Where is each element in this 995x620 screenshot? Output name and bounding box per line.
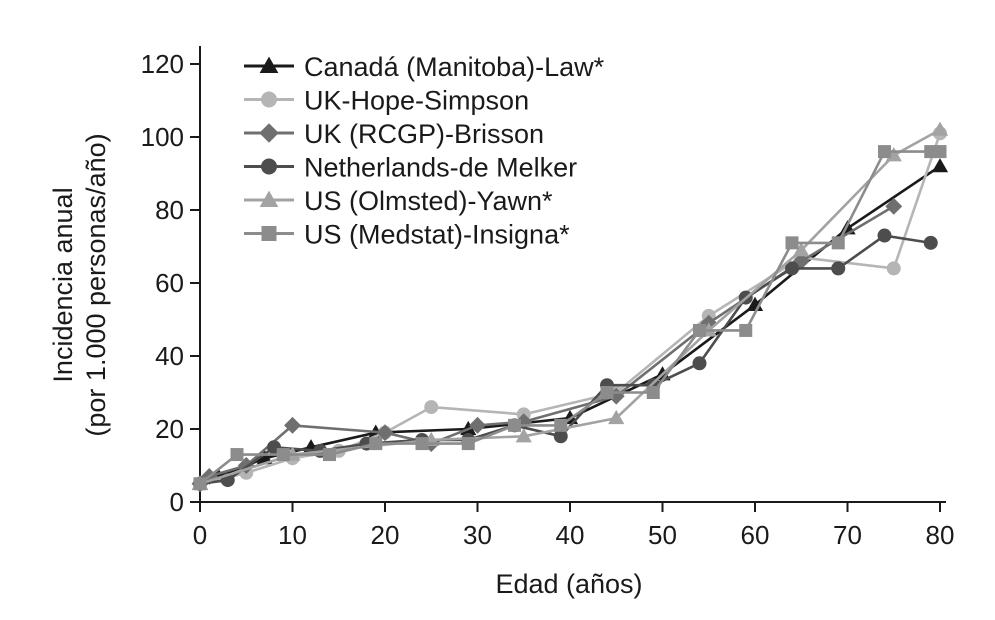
y-tick-label: 20 — [155, 414, 184, 444]
data-point — [193, 477, 207, 491]
data-point — [608, 409, 625, 425]
data-point — [276, 448, 290, 462]
legend-label: Canadá (Manitoba)-Law* — [304, 52, 605, 82]
data-point — [785, 261, 799, 276]
data-point — [646, 386, 660, 399]
legend: Canadá (Manitoba)-Law* UK-Hope-SimpsonUK … — [244, 52, 605, 250]
data-point — [933, 145, 947, 159]
data-point — [877, 228, 892, 243]
data-point — [831, 236, 845, 250]
data-point — [461, 437, 475, 451]
legend-item: Netherlands-de Melker — [244, 153, 577, 183]
legend-marker — [261, 226, 277, 241]
legend-marker — [259, 190, 279, 208]
data-point — [878, 145, 891, 159]
y-tick-label: 120 — [141, 49, 184, 79]
legend-label: UK-Hope-Simpson — [304, 86, 529, 116]
x-tick-label: 50 — [648, 520, 677, 550]
x-tick-label: 60 — [741, 520, 770, 550]
y-tick-label: 40 — [155, 341, 184, 371]
x-tick-label: 20 — [371, 520, 400, 550]
series-line — [199, 128, 941, 486]
legend-item: US (Olmsted)-Yawn* — [244, 186, 553, 216]
x-tick-label: 0 — [193, 520, 207, 550]
data-point — [739, 323, 753, 337]
x-axis-title: Edad (años) — [495, 569, 642, 599]
legend-marker — [261, 158, 277, 175]
data-point — [554, 418, 568, 432]
data-point — [923, 235, 938, 250]
data-point — [785, 236, 799, 250]
legend-item: Canadá (Manitoba)-Law* — [244, 52, 605, 82]
x-tick-label: 40 — [556, 520, 585, 550]
x-tick-label: 30 — [463, 520, 492, 550]
data-point — [886, 261, 901, 276]
legend-item: UK-Hope-Simpson — [244, 86, 529, 116]
legend-label: US (Olmsted)-Yawn* — [304, 186, 553, 216]
data-point — [415, 437, 429, 451]
x-tick-label: 70 — [833, 520, 862, 550]
data-point — [284, 416, 301, 434]
x-tick-label: 10 — [278, 520, 307, 550]
y-axis-title-line-2: (por 1.000 personas/año) — [81, 133, 111, 436]
data-point — [931, 121, 949, 136]
series-us-medstat-insigna — [193, 145, 947, 491]
data-point — [693, 323, 706, 337]
legend-marker — [259, 123, 279, 143]
legend-label: US (Medstat)-Insigna* — [304, 220, 570, 250]
y-tick-label: 100 — [141, 122, 184, 152]
axes: 0 20 40 60 80 100 120 0 10 20 30 40 50 60 70 80 — [141, 46, 955, 550]
data-point — [424, 400, 439, 415]
series-layer — [191, 121, 949, 493]
series-line — [199, 150, 940, 485]
data-point — [793, 242, 810, 257]
legend-label: UK (RCGP)-Brisson — [304, 119, 544, 149]
legend-marker — [261, 91, 277, 108]
legend-item: UK (RCGP)-Brisson — [244, 119, 544, 149]
data-point — [600, 386, 614, 399]
x-tick-label: 80 — [926, 520, 955, 550]
data-point — [931, 158, 949, 173]
data-point — [323, 448, 336, 462]
legend-item: US (Medstat)-Insigna* — [244, 220, 570, 250]
data-point — [885, 197, 903, 215]
legend-label: Netherlands-de Melker — [304, 153, 577, 183]
data-point — [469, 416, 486, 434]
y-tick-label: 80 — [155, 195, 184, 225]
y-tick-label: 60 — [155, 268, 184, 298]
data-point — [230, 448, 244, 462]
data-point — [515, 428, 532, 443]
y-axis-title-line-1: Incidencia anual — [48, 187, 78, 382]
data-point — [692, 356, 707, 371]
legend-marker — [259, 56, 279, 74]
data-point — [376, 424, 394, 442]
data-point — [508, 418, 521, 432]
y-axis-title: Incidencia anual (por 1.000 personas/año… — [48, 133, 111, 436]
y-tick-label: 0 — [170, 487, 184, 517]
data-point — [369, 437, 383, 451]
data-point — [831, 261, 846, 276]
